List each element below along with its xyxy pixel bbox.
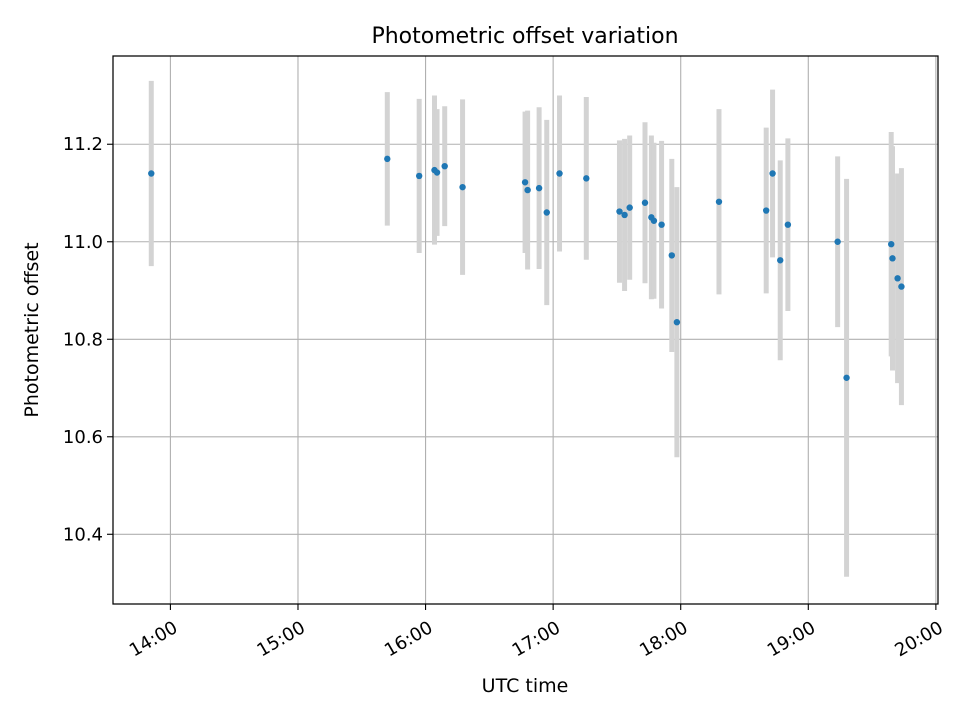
data-point — [459, 183, 466, 191]
data-point — [762, 207, 770, 214]
data-point — [888, 240, 895, 248]
data-point — [769, 170, 776, 177]
data-point — [616, 208, 623, 215]
data-point — [898, 283, 905, 290]
data-point — [641, 199, 649, 206]
data-point — [621, 211, 628, 219]
y-tick-label: 11.2 — [63, 134, 103, 155]
data-point — [148, 170, 155, 177]
data-point — [673, 318, 681, 326]
data-point — [626, 204, 633, 211]
data-point — [556, 170, 563, 177]
y-tick-label: 11.0 — [63, 232, 103, 253]
grid-lines — [113, 56, 938, 604]
y-tick-label: 10.6 — [63, 427, 103, 448]
data-point — [521, 179, 529, 186]
data-point — [441, 162, 448, 170]
x-axis-label: UTC time — [482, 675, 569, 697]
data-point — [777, 257, 784, 264]
y-tick-label: 10.4 — [63, 524, 103, 545]
data-point — [834, 238, 841, 245]
data-point — [843, 374, 850, 381]
data-point — [889, 255, 896, 262]
data-point — [894, 275, 901, 282]
data-point — [543, 209, 550, 216]
plot-frame — [112, 55, 939, 605]
data-point — [384, 155, 391, 163]
data-points — [148, 155, 905, 381]
data-point — [415, 172, 423, 180]
data-point — [668, 252, 675, 259]
data-point — [715, 198, 723, 205]
data-point — [524, 186, 531, 194]
data-point — [658, 221, 665, 228]
y-tick-label: 10.8 — [63, 329, 103, 350]
data-point — [784, 221, 792, 228]
data-point — [650, 217, 658, 224]
data-point — [433, 169, 441, 176]
y-axis-label: Photometric offset — [21, 242, 43, 417]
chart-title: Photometric offset variation — [371, 24, 678, 49]
data-point — [535, 184, 543, 192]
y-axis-ticks: 10.4 10.6 10.8 11.0 11.2 — [63, 134, 113, 545]
data-point — [583, 175, 590, 182]
